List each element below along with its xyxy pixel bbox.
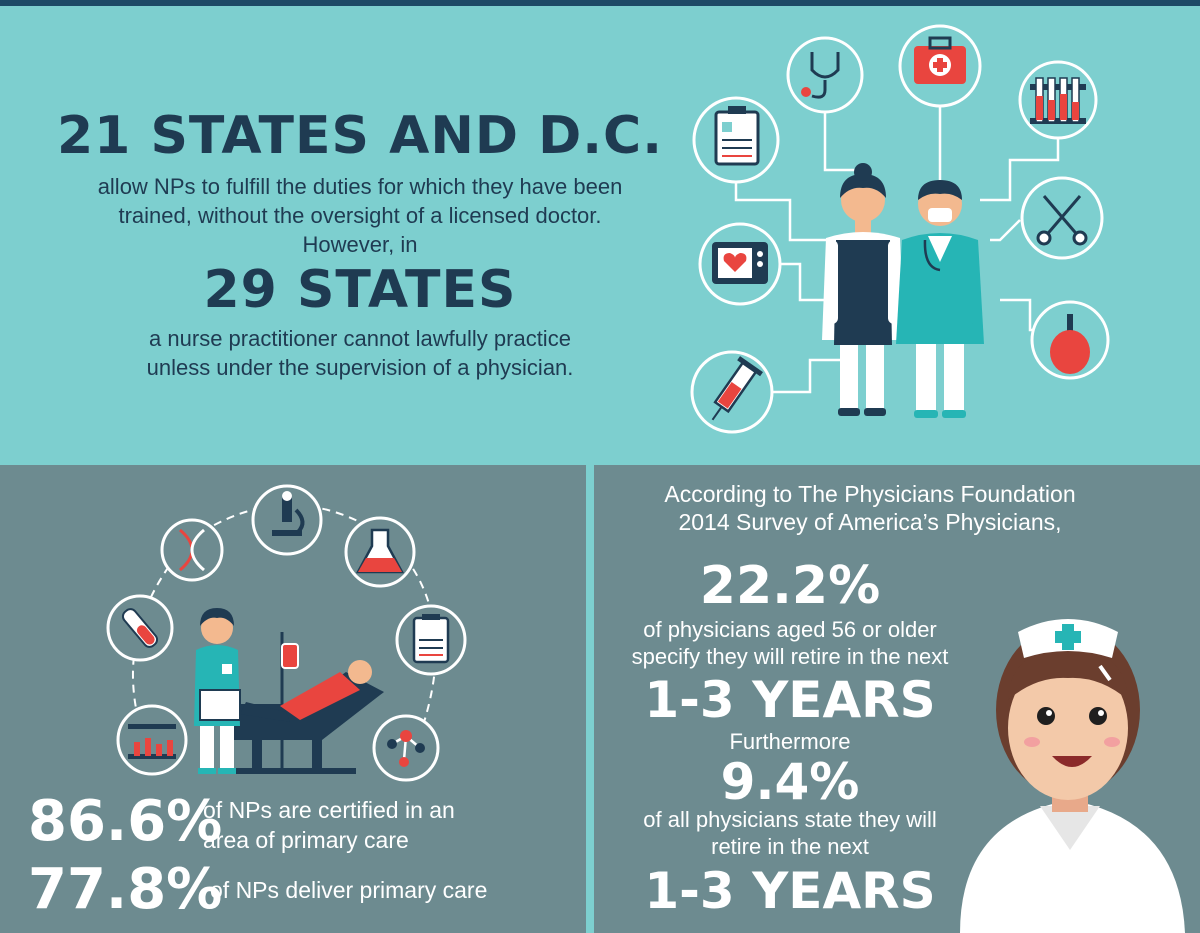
- stethoscope-icon: [801, 52, 840, 99]
- retire-56-text-b: specify they will retire in the next: [631, 644, 949, 669]
- survey-intro-b: 2014 Survey of America’s Physicians,: [678, 509, 1062, 535]
- top-border: [0, 0, 1200, 6]
- retire-56-years: 1-3 YEARS: [644, 671, 936, 729]
- top-section: [0, 6, 1200, 465]
- np-certified-text-b: area of primary care: [203, 827, 409, 853]
- microscope-icon: [272, 491, 305, 536]
- nurse-figure: [194, 608, 241, 774]
- top-text-line2: trained, without the oversight of a lice…: [118, 203, 602, 228]
- np-certified-percentage: 86.6%: [28, 789, 223, 854]
- top-text-line3: However, in: [302, 232, 418, 257]
- furthermore-text: Furthermore: [729, 729, 851, 754]
- dna-icon: [179, 528, 205, 572]
- female-nurse-figure: [822, 163, 904, 416]
- blood-vial-icon: [121, 608, 159, 648]
- retire-all-percentage: 9.4%: [720, 753, 860, 811]
- scissors-icon: [1036, 195, 1088, 246]
- top-text-line1: allow NPs to fulfill the duties for whic…: [97, 174, 623, 199]
- clipboard-icon: [412, 614, 450, 664]
- syringe-icon: [711, 356, 763, 421]
- headline-29-states: 29 STATES: [203, 260, 517, 320]
- bulb-syringe-icon: [1050, 314, 1090, 374]
- top-text-line4: a nurse practitioner cannot lawfully pra…: [149, 326, 571, 351]
- clipboard-icon: [714, 106, 760, 166]
- np-primary-care-percentage: 77.8%: [28, 857, 223, 922]
- test-tubes-icon: [128, 724, 176, 759]
- heart-monitor-icon: [712, 242, 768, 284]
- iv-stand: [280, 632, 299, 770]
- flask-icon: [355, 528, 405, 574]
- retire-all-text-b: retire in the next: [711, 834, 869, 859]
- test-tubes-icon: [1030, 77, 1086, 124]
- section-divider: [586, 465, 594, 933]
- patient-care-illustration: [106, 484, 467, 782]
- male-doctor-figure: [896, 180, 984, 418]
- patient-figure: [240, 660, 372, 722]
- top-text-line5: unless under the supervision of a physic…: [146, 355, 574, 380]
- retire-all-years: 1-3 YEARS: [644, 862, 936, 920]
- retire-all-text-a: of all physicians state they will: [643, 807, 937, 832]
- retire-56-text-a: of physicians aged 56 or older: [643, 617, 937, 642]
- headline-21-states: 21 STATES AND D.C.: [57, 106, 663, 166]
- np-certified-text-a: of NPs are certified in an: [203, 797, 455, 823]
- molecule-icon: [387, 730, 425, 767]
- survey-intro-a: According to The Physicians Foundation: [664, 481, 1076, 507]
- retire-56-percentage: 22.2%: [699, 556, 881, 616]
- np-primary-care-text: of NPs deliver primary care: [210, 877, 488, 903]
- medical-staff-illustration: [690, 24, 1110, 434]
- first-aid-kit-icon: [914, 36, 966, 84]
